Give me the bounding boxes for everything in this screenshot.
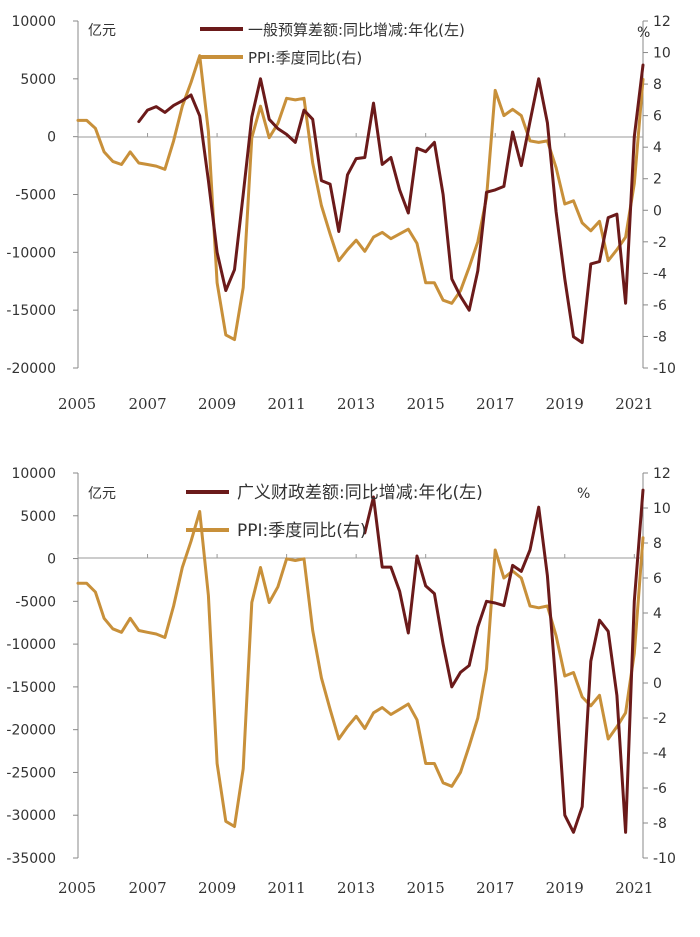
x-tick-label: 2015 (407, 395, 445, 413)
series-line-deficit (363, 488, 645, 834)
right-tick-label: -2 (653, 711, 667, 727)
legend-label: 广义财政差额:同比增减:年化(左) (237, 483, 483, 503)
x-tick-label: 2021 (615, 395, 653, 413)
left-axis-unit: 亿元 (88, 486, 116, 502)
right-tick-label: 6 (653, 109, 662, 125)
x-tick-label: 2015 (407, 879, 445, 897)
x-tick-label: 2005 (58, 879, 96, 897)
right-tick-label: 10 (653, 46, 671, 62)
left-tick-label: -15000 (6, 680, 56, 696)
left-tick-label: 0 (47, 130, 56, 146)
right-tick-label: 2 (653, 641, 662, 657)
x-tick-label: 2009 (198, 879, 236, 897)
x-tick-label: 2021 (615, 879, 653, 897)
right-axis-unit: % (577, 486, 590, 502)
right-tick-label: 6 (653, 571, 662, 587)
x-tick-label: 2007 (128, 879, 166, 897)
left-tick-label: -35000 (6, 851, 56, 867)
right-tick-label: 0 (653, 203, 662, 219)
right-tick-label: -6 (653, 781, 667, 797)
series-line-ppi (76, 510, 645, 828)
left-tick-label: -10000 (6, 637, 56, 653)
right-tick-label: 0 (653, 676, 662, 692)
right-tick-label: -10 (653, 851, 676, 867)
right-tick-label: 4 (653, 606, 662, 622)
left-axis-unit: 亿元 (88, 23, 116, 39)
left-tick-label: -10000 (6, 245, 56, 261)
x-tick-label: 2013 (337, 879, 375, 897)
left-tick-label: 10000 (11, 14, 56, 30)
left-tick-label: -5000 (15, 594, 56, 610)
right-tick-label: -6 (653, 298, 667, 314)
right-tick-label: 8 (653, 536, 662, 552)
x-tick-label: 2007 (128, 395, 166, 413)
left-tick-label: 5000 (20, 72, 56, 88)
x-tick-label: 2017 (476, 395, 514, 413)
right-tick-label: 2 (653, 172, 662, 188)
x-tick-label: 2019 (546, 395, 584, 413)
right-tick-label: -2 (653, 235, 667, 251)
x-tick-label: 2009 (198, 395, 236, 413)
left-tick-label: 0 (47, 552, 56, 568)
left-tick-label: -30000 (6, 808, 56, 824)
series-line-ppi (76, 54, 645, 342)
right-tick-label: -8 (653, 816, 667, 832)
left-tick-label: -25000 (6, 765, 56, 781)
right-tick-label: -8 (653, 329, 667, 345)
left-tick-label: -15000 (6, 303, 56, 319)
legend-label: 一般预算差额:同比增减:年化(左) (248, 21, 465, 39)
legend-label: PPI:季度同比(右) (237, 521, 367, 541)
x-tick-label: 2011 (268, 395, 306, 413)
x-tick-label: 2013 (337, 395, 375, 413)
left-tick-label: -5000 (15, 188, 56, 204)
right-tick-label: 12 (653, 14, 671, 30)
x-tick-label: 2011 (268, 879, 306, 897)
right-tick-label: -10 (653, 361, 676, 377)
chart-2: 10000 5000 0 -5000 -10000 -15000 -20000 -25000 -… (6, 466, 675, 897)
chart-1: 10000 5000 0 -5000 -10000 -15000 -20000 12 10 8 6 4… (6, 14, 675, 413)
legend-label: PPI:季度同比(右) (248, 49, 362, 67)
right-axis-unit: % (637, 25, 650, 41)
right-tick-label: 4 (653, 140, 662, 156)
left-tick-label: -20000 (6, 723, 56, 739)
right-tick-label: 12 (653, 466, 671, 482)
right-tick-label: -4 (653, 746, 667, 762)
left-tick-label: -20000 (6, 361, 56, 377)
x-tick-label: 2005 (58, 395, 96, 413)
x-tick-label: 2019 (546, 879, 584, 897)
right-tick-label: 10 (653, 501, 671, 517)
right-tick-label: -4 (653, 266, 667, 282)
series-line-deficit (137, 63, 645, 345)
left-tick-label: 10000 (11, 466, 56, 482)
x-tick-label: 2017 (476, 879, 514, 897)
right-tick-label: 8 (653, 77, 662, 93)
left-tick-label: 5000 (20, 509, 56, 525)
